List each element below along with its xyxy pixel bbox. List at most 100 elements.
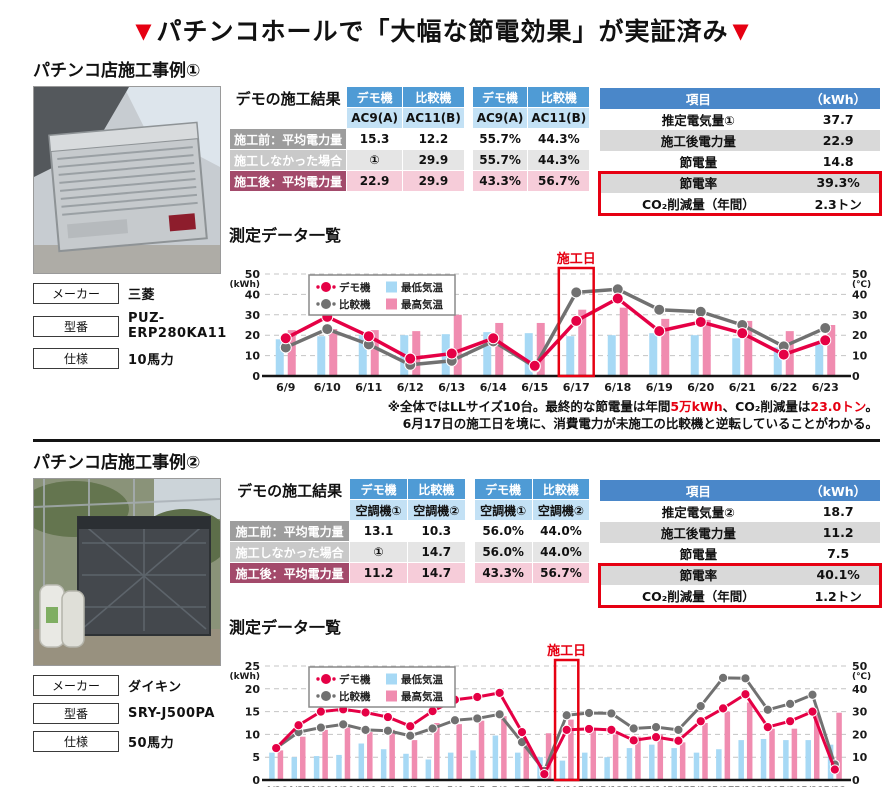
left-tick-label: 15 xyxy=(245,706,260,719)
table-cell: 15.3 xyxy=(347,129,402,149)
table-cell: 55.7% xyxy=(472,129,528,149)
left-axis-unit: (kWh) xyxy=(229,280,260,290)
table-cell: CO₂削減量（年間） xyxy=(641,589,755,604)
right-tick-label: 30 xyxy=(852,309,868,322)
max-temp-bar xyxy=(453,314,462,376)
max-temp-bar xyxy=(523,743,529,780)
table-row: CO₂削減量（年間） 1.2トン xyxy=(600,585,880,606)
case2-photo xyxy=(33,478,221,666)
spec-label: 仕様 xyxy=(33,731,119,752)
min-temp-bar xyxy=(566,336,575,376)
comparison-marker xyxy=(494,709,505,720)
left-tick-label: 25 xyxy=(245,660,260,673)
max-temp-bar xyxy=(635,736,641,780)
demo-marker xyxy=(516,727,528,738)
demo-marker xyxy=(539,768,550,780)
case1-note: ※全体ではLLサイズ10台。最終的な節電量は年間5万kWh、CO₂削減量は23.… xyxy=(229,399,880,432)
right-tick-label: 0 xyxy=(852,370,860,383)
min-temp-bar xyxy=(732,338,741,376)
result-table-title: デモの施工結果 xyxy=(235,90,341,108)
left-tick-label: 0 xyxy=(252,370,260,383)
spec-row: 仕様 50馬力 xyxy=(33,731,219,752)
demo-marker xyxy=(695,716,706,727)
x-tick-label: 5/15 xyxy=(667,785,690,787)
spec-value: ダイキン xyxy=(128,680,182,695)
case2-tables-row: デモの施工結果 デモ機 比較機 デモ機 比較機 空調機① 空調機② 空調機① 空調機② 施工前：平… xyxy=(229,478,882,608)
max-temp-bar xyxy=(411,740,418,780)
right-tick-label: 0 xyxy=(852,774,860,787)
max-temp-bar xyxy=(412,331,421,376)
case1-specs: メーカー 三菱 型番 PUZ-ERP280KA11 仕様 10馬力 xyxy=(33,283,226,369)
table-row: 施工前：平均電力量 15.3 12.2 55.7% 44.3% xyxy=(230,129,590,149)
comparison-marker xyxy=(583,707,595,719)
legend-line-glyph xyxy=(332,302,336,306)
x-tick-label: 5/5 xyxy=(469,785,485,787)
table-cell: 44.0% xyxy=(532,542,590,562)
comparison-marker xyxy=(673,724,684,735)
max-temp-bar xyxy=(434,723,440,780)
min-temp-bar xyxy=(604,757,610,780)
table-row: 施工前：平均電力量 13.1 10.3 56.0% 44.0% xyxy=(230,521,590,541)
min-temp-bar xyxy=(317,336,326,376)
case2-chart: 051015202501020304050(kWh)(℃)4/264/274/2… xyxy=(229,643,871,787)
max-temp-bar xyxy=(329,329,338,376)
demo-marker xyxy=(653,325,666,338)
x-tick-label: 6/9 xyxy=(276,381,295,394)
row-label: 施工後：平均電力量 xyxy=(230,563,350,583)
comparison-marker xyxy=(785,698,796,709)
demo-marker xyxy=(777,348,790,361)
legend-box xyxy=(308,666,456,708)
right-tick-label: 10 xyxy=(852,350,868,363)
row-label: 施工後：平均電力量 xyxy=(230,171,347,191)
min-temp-bar xyxy=(773,347,782,376)
table-cell: 55.7% xyxy=(472,150,528,170)
comparison-marker xyxy=(338,719,349,730)
ac-unit-shape xyxy=(48,121,208,253)
spec-label: 型番 xyxy=(33,703,119,724)
column-group-header: デモ機 xyxy=(472,87,528,107)
table-row: 節電量 14.8 xyxy=(600,151,880,172)
spec-label: メーカー xyxy=(33,283,119,304)
comparison-marker xyxy=(360,724,371,735)
construction-day-label: 施工日 xyxy=(547,643,586,659)
max-temp-bar xyxy=(836,712,842,780)
table-cell: 11.2 xyxy=(822,525,854,540)
table-cell: 14.7 xyxy=(407,542,465,562)
comparison-marker xyxy=(606,708,617,719)
demo-marker xyxy=(717,703,729,714)
demo-marker xyxy=(315,706,326,717)
table-cell: 18.7 xyxy=(822,504,854,519)
table-cell: 56.7% xyxy=(528,171,590,191)
column-group-header: デモ機 xyxy=(347,87,402,107)
column-unit-header: 空調機① xyxy=(350,500,407,520)
table-row: 施工後電力量 22.9 xyxy=(600,130,880,151)
max-temp-bar xyxy=(478,720,485,780)
x-tick-label: 6/11 xyxy=(355,381,382,394)
x-tick-label: 4/30 xyxy=(354,785,377,787)
min-temp-bar xyxy=(805,740,811,780)
min-temp-bar xyxy=(269,752,275,780)
min-temp-bar xyxy=(336,754,342,780)
comparison-marker xyxy=(315,722,326,733)
x-tick-label: 5/21 xyxy=(801,785,824,787)
table-row: 施工しなかった場合 ① 29.9 55.7% 44.3% xyxy=(230,150,590,170)
comparison-marker xyxy=(382,725,394,736)
demo-marker xyxy=(427,706,438,717)
legend-bar-glyph xyxy=(386,281,397,293)
x-tick-label: 5/13 xyxy=(622,785,645,787)
table-cell: 56.0% xyxy=(474,542,532,562)
demo-marker xyxy=(694,315,707,328)
comparison-marker xyxy=(628,723,639,734)
case1-heading: パチンコ店施工事例① xyxy=(33,61,201,81)
demo-marker xyxy=(673,735,684,746)
x-tick-label: 5/10 xyxy=(555,785,578,787)
result-table: デモの施工結果 デモ機 比較機 デモ機 比較機 AC9(A) AC11(B) AC9(A) AC… xyxy=(229,86,590,192)
note-text: 、CO₂削減量は xyxy=(722,399,811,414)
min-temp-bar xyxy=(425,759,432,780)
comparison-marker xyxy=(717,672,729,683)
case2-summary-table: 項目 （kWh） 推定電気量② 18.7 施工後電力量 11.2 節電量 7.5 節電率 40.1… xyxy=(598,480,882,608)
min-temp-bar xyxy=(582,752,588,780)
case1-body: メーカー 三菱 型番 PUZ-ERP280KA11 仕様 10馬力 デモの施工結果 デモ機比… xyxy=(0,86,885,432)
case2-heading: パチンコ店施工事例② xyxy=(33,453,201,473)
case2-result-table: デモの施工結果 デモ機 比較機 デモ機 比較機 空調機① 空調機② 空調機① 空調機② 施工前：平… xyxy=(229,478,590,584)
